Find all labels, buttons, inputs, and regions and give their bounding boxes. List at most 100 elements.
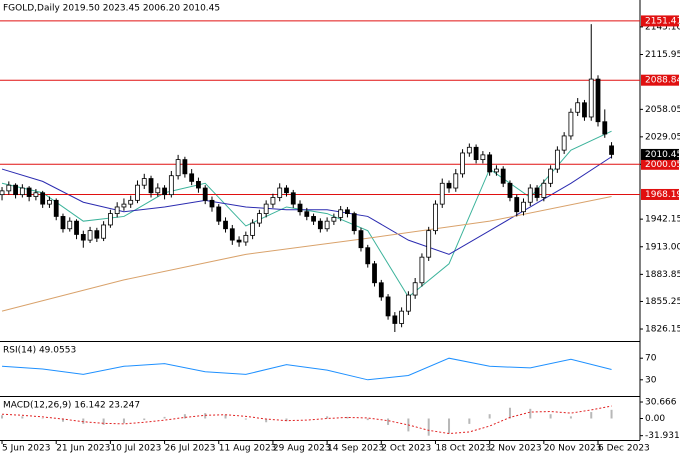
macd-bar [163, 416, 166, 419]
y-tick-label: 2029.05 [645, 132, 680, 142]
candle-body [148, 178, 154, 194]
x-tick-label: 29 Aug 2023 [273, 444, 331, 454]
y-tick-label: 70 [645, 354, 657, 364]
macd-bar [265, 418, 268, 423]
y-tick-label: 2145.10 [645, 22, 680, 32]
y-tick-label: 1942.15 [645, 215, 680, 225]
macd-bar [448, 418, 451, 434]
candle-body [243, 234, 249, 243]
x-tick-label: 21 Jun 2023 [56, 444, 110, 454]
candle-body [351, 213, 357, 232]
macd-bar [102, 418, 105, 425]
macd-bar [244, 418, 247, 420]
x-tick-label: 10 Jul 2023 [110, 444, 161, 454]
candle-body [135, 184, 140, 201]
candle-body [270, 197, 276, 205]
x-tick-label: 2 Oct 2023 [381, 444, 431, 454]
candle-body [405, 294, 411, 312]
candle-body [494, 168, 499, 173]
candle-body [168, 175, 174, 196]
macd-bar [61, 418, 64, 422]
macd-bar [285, 418, 288, 422]
candle-body [223, 220, 228, 230]
candle-body [74, 220, 79, 235]
candle-body [595, 78, 601, 123]
macd-bar [82, 418, 85, 424]
candle-body [609, 145, 614, 155]
macd-bar [183, 414, 186, 419]
level-tag [641, 74, 679, 86]
candle-body [290, 192, 296, 205]
candle-body [202, 187, 208, 201]
candle-body [385, 296, 391, 317]
candle-body [121, 203, 127, 208]
candle-body [365, 247, 371, 265]
candle-body [229, 228, 235, 241]
candle-body [378, 282, 384, 298]
macd-bar [610, 409, 613, 419]
candle-body [588, 78, 594, 118]
candle-body [358, 230, 364, 249]
candle-body [331, 216, 337, 222]
macd-bar [41, 418, 44, 420]
candle-body [426, 230, 432, 258]
candle-body [582, 102, 587, 118]
level-label: 2088.84 [645, 76, 680, 86]
candle-body [548, 168, 554, 184]
candle-body [527, 187, 533, 203]
candle-body [317, 220, 323, 230]
candle-body [26, 187, 32, 197]
panel-title: MACD(12,26,9) 16.142 23.247 [3, 401, 140, 411]
candle-body [473, 146, 479, 161]
level-label: 2151.41 [645, 16, 680, 26]
y-tick-label: 1883.85 [645, 270, 680, 280]
candle-body [284, 187, 289, 194]
candle-body [453, 173, 459, 189]
level-tag [641, 158, 679, 170]
candle-body [541, 182, 547, 198]
macd-bar [387, 418, 390, 425]
macd-bar [122, 418, 125, 424]
candle-body [277, 187, 283, 198]
macd-bar [366, 418, 369, 421]
moving-average [1, 196, 612, 312]
candle-body [250, 222, 256, 236]
candle-body [33, 192, 39, 197]
candle-body [128, 199, 134, 205]
y-tick-label: 30.666 [645, 398, 677, 408]
candle-body [175, 159, 181, 177]
candle-body [60, 216, 66, 230]
candle-body [141, 178, 147, 186]
candle-body [412, 282, 418, 296]
macd-bar [549, 414, 552, 419]
candle-body [0, 190, 5, 196]
macd-bar [529, 408, 532, 419]
candle-body [53, 199, 59, 217]
candle-body [575, 102, 581, 113]
signal-line [2, 405, 612, 435]
candle-body [554, 149, 560, 170]
panel-title: RSI(14) 49.0553 [3, 346, 76, 356]
macd-bar [468, 418, 471, 424]
price-tag [641, 148, 679, 160]
candle-body [460, 152, 465, 175]
y-tick-label: 1855.25 [645, 297, 680, 307]
x-tick-label: 26 Jul 2023 [165, 444, 216, 454]
macd-bar [143, 418, 146, 421]
candle-body [392, 315, 398, 324]
candle-body [507, 182, 513, 198]
candle-body [561, 135, 567, 151]
x-tick-label: 18 Oct 2023 [435, 444, 491, 454]
y-tick-label: 1913.00 [645, 242, 680, 252]
candle-body [446, 182, 452, 189]
candle-body [433, 203, 438, 232]
candle-body [514, 197, 520, 213]
candle-body [466, 146, 472, 154]
rsi-line [1, 357, 612, 381]
candle-body [338, 209, 344, 218]
candle-body [500, 168, 506, 184]
candle-body [304, 211, 310, 217]
price-tag-label: 2010.45 [645, 150, 680, 160]
candle-body [67, 220, 73, 230]
candle-body [94, 230, 100, 239]
